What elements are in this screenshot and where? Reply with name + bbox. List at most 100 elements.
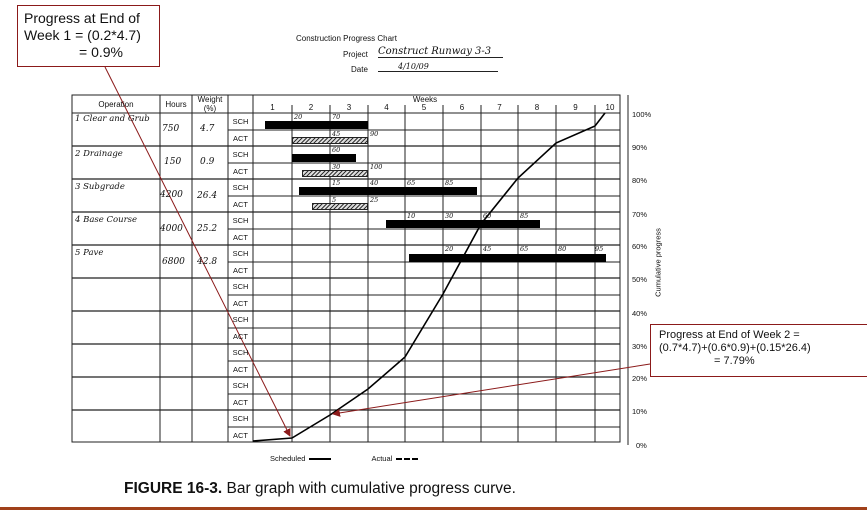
week-8: 8 (534, 103, 540, 112)
week-6: 6 (459, 103, 465, 112)
op-2-name: 2 Drainage (75, 149, 123, 159)
pct: 60 (483, 212, 492, 220)
project-label: Project (343, 50, 368, 59)
sch-label: SCH (232, 414, 249, 423)
op-5-weight: 42.8 (197, 257, 218, 267)
act-label: ACT (233, 431, 248, 440)
op-5-hours: 6800 (162, 257, 185, 267)
pct: 20 (445, 245, 454, 253)
week-5: 5 (421, 103, 427, 112)
date-label: Date (351, 65, 368, 74)
pct: 90 (370, 130, 379, 138)
sch-label: SCH (232, 348, 249, 357)
tick-0: 0% (636, 441, 647, 450)
header-weight: Weight (%) (192, 95, 228, 113)
pct: 30 (445, 212, 454, 220)
act-label: ACT (233, 233, 248, 242)
op-5-name: 5 Pave (75, 248, 104, 258)
pct: 45 (483, 245, 492, 253)
sch-label: SCH (232, 249, 249, 258)
project-value: Construct Runway 3-3 (378, 46, 503, 58)
act-label: ACT (233, 167, 248, 176)
solid-line-icon (309, 457, 332, 460)
op1-actual-bar (292, 137, 368, 144)
op-3-name: 3 Subgrade (75, 182, 125, 192)
week1-callout-line3: = 0.9% (79, 43, 123, 60)
op-1-hours: 750 (162, 124, 180, 134)
pct: 65 (520, 245, 529, 253)
op2-scheduled-bar (292, 154, 356, 162)
pct: 15 (332, 179, 341, 187)
header-weight-label: Weight (197, 95, 223, 104)
week2-callout-line3: = 7.79% (714, 355, 755, 368)
pct: 45 (332, 130, 341, 138)
chart-title: Construction Progress Chart (296, 34, 397, 43)
week-10: 10 (605, 103, 615, 112)
legend: Scheduled Actual (270, 454, 419, 463)
act-label: ACT (233, 200, 248, 209)
op-1-weight: 4.7 (200, 124, 215, 134)
header-operation: Operation (98, 100, 134, 109)
tick-50: 50% (632, 275, 648, 284)
op-1-name: 1 Clear and Grub (75, 114, 150, 124)
pct: 70 (332, 113, 341, 121)
legend-scheduled: Scheduled (270, 454, 332, 463)
pct: 20 (294, 113, 303, 121)
tick-70: 70% (632, 210, 648, 219)
header-weight-unit: (%) (203, 104, 217, 113)
tick-10: 10% (632, 407, 648, 416)
op3-actual-bar (312, 203, 368, 210)
pct: 100 (370, 163, 383, 171)
week1-callout-line2: Week 1 = (0.2*4.7) (24, 26, 141, 43)
sch-label: SCH (232, 381, 249, 390)
caption-text: Bar graph with cumulative progress curve… (222, 480, 516, 497)
week2-callout: Progress at End of Week 2 = (0.7*4.7)+(0… (650, 324, 867, 377)
op1-scheduled-bar (265, 121, 368, 129)
week-9: 9 (573, 103, 578, 112)
tick-40: 40% (632, 309, 648, 318)
right-axis-label: Cumulative progress (653, 228, 663, 297)
week-1: 1 (270, 103, 275, 112)
op-2-hours: 150 (164, 157, 182, 167)
act-label: ACT (233, 299, 248, 308)
act-label: ACT (233, 332, 248, 341)
op-3-weight: 26.4 (197, 191, 218, 201)
week-4: 4 (384, 103, 389, 112)
dashed-line-icon (396, 457, 419, 460)
sch-label: SCH (232, 282, 249, 291)
header-hours: Hours (165, 100, 187, 109)
tick-100: 100% (632, 110, 652, 119)
legend-scheduled-label: Scheduled (270, 454, 306, 463)
act-label: ACT (233, 134, 248, 143)
pct: 85 (520, 212, 529, 220)
op-4-weight: 25.2 (197, 224, 218, 234)
sch-label: SCH (232, 183, 249, 192)
op2-actual-bar (302, 170, 368, 177)
week2-callout-line2: (0.7*4.7)+(0.6*0.9)+(0.15*26.4) (659, 342, 811, 355)
tick-30: 30% (632, 342, 648, 351)
tick-90: 90% (632, 143, 648, 152)
date-value: 4/10/09 (378, 62, 498, 72)
pct: 30 (332, 163, 341, 171)
op-2-weight: 0.9 (200, 157, 215, 167)
week-2: 2 (308, 103, 314, 112)
tick-80: 80% (632, 176, 648, 185)
legend-actual-label: Actual (371, 454, 393, 463)
header-weeks: Weeks (412, 95, 438, 104)
week-7: 7 (497, 103, 502, 112)
op-3-hours: 4200 (160, 190, 183, 200)
op3-scheduled-bar (299, 187, 477, 195)
pct: 95 (595, 245, 604, 253)
sch-label: SCH (232, 315, 249, 324)
op-4-hours: 4000 (160, 224, 183, 234)
cumulative-curve (252, 112, 606, 442)
pct: 10 (407, 212, 416, 220)
week2-callout-line1: Progress at End of Week 2 = (659, 329, 800, 341)
bottom-rule (0, 507, 867, 510)
act-label: ACT (233, 365, 248, 374)
act-label: ACT (233, 266, 248, 275)
week1-callout: Progress at End of Week 1 = (0.2*4.7) = … (17, 5, 160, 67)
week1-callout-line1: Progress at End of (24, 10, 140, 26)
sch-label: SCH (232, 216, 249, 225)
